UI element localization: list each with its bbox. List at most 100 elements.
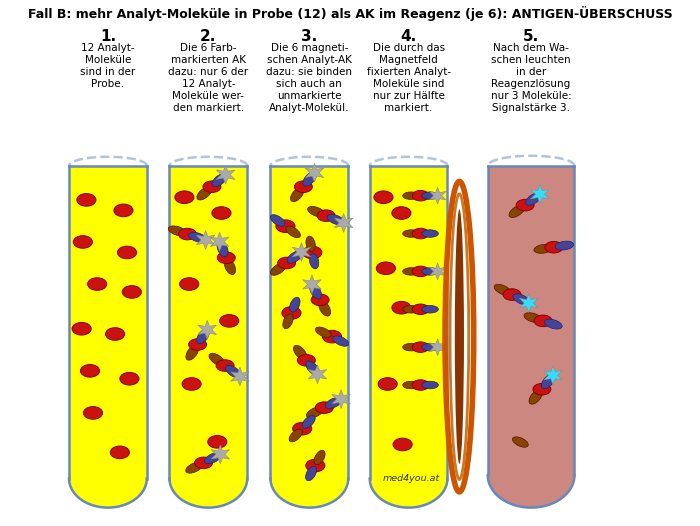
Ellipse shape bbox=[377, 262, 395, 275]
Polygon shape bbox=[531, 185, 550, 204]
Ellipse shape bbox=[83, 407, 102, 419]
Ellipse shape bbox=[188, 232, 206, 242]
Text: Die durch das
Magnetfeld
fixierten Analyt-
Moleküle sind
nur zur Hälfte
markiert: Die durch das Magnetfeld fixierten Analy… bbox=[367, 43, 451, 113]
Ellipse shape bbox=[402, 306, 419, 313]
Ellipse shape bbox=[513, 294, 530, 305]
Ellipse shape bbox=[186, 345, 199, 360]
Ellipse shape bbox=[307, 407, 323, 418]
Ellipse shape bbox=[309, 254, 318, 269]
Ellipse shape bbox=[203, 181, 221, 193]
Ellipse shape bbox=[494, 284, 511, 296]
FancyBboxPatch shape bbox=[270, 166, 348, 479]
Ellipse shape bbox=[69, 449, 147, 508]
Ellipse shape bbox=[225, 366, 241, 378]
Ellipse shape bbox=[422, 192, 438, 199]
Polygon shape bbox=[544, 366, 562, 385]
Ellipse shape bbox=[412, 266, 429, 277]
Text: Fall B: mehr Analyt-Moleküle in Probe (12) als AK im Reagenz (je 6): ANTIGEN-ÜBE: Fall B: mehr Analyt-Moleküle in Probe (1… bbox=[27, 6, 673, 22]
Polygon shape bbox=[302, 275, 321, 294]
Text: med4you.at: med4you.at bbox=[383, 474, 440, 483]
Ellipse shape bbox=[114, 204, 133, 217]
Polygon shape bbox=[332, 390, 351, 409]
Ellipse shape bbox=[118, 246, 136, 259]
Ellipse shape bbox=[122, 286, 141, 298]
Ellipse shape bbox=[286, 226, 300, 238]
Ellipse shape bbox=[503, 289, 521, 300]
Ellipse shape bbox=[555, 241, 574, 250]
Ellipse shape bbox=[392, 207, 411, 219]
Polygon shape bbox=[429, 339, 446, 356]
Ellipse shape bbox=[178, 228, 197, 240]
Ellipse shape bbox=[541, 375, 554, 389]
Ellipse shape bbox=[293, 346, 307, 360]
Ellipse shape bbox=[217, 252, 235, 264]
Ellipse shape bbox=[412, 228, 429, 239]
Ellipse shape bbox=[289, 429, 302, 442]
Ellipse shape bbox=[182, 378, 201, 390]
Polygon shape bbox=[308, 365, 327, 384]
Ellipse shape bbox=[422, 343, 438, 351]
Text: 4.: 4. bbox=[400, 29, 416, 44]
Ellipse shape bbox=[509, 205, 525, 217]
Ellipse shape bbox=[316, 327, 331, 337]
Ellipse shape bbox=[512, 437, 528, 447]
Text: 5.: 5. bbox=[523, 29, 539, 44]
Polygon shape bbox=[429, 187, 446, 204]
Ellipse shape bbox=[306, 467, 316, 481]
Ellipse shape bbox=[422, 381, 438, 389]
Ellipse shape bbox=[402, 192, 419, 199]
Ellipse shape bbox=[327, 215, 344, 225]
Ellipse shape bbox=[293, 422, 312, 435]
Ellipse shape bbox=[309, 284, 321, 299]
Ellipse shape bbox=[545, 241, 563, 253]
Ellipse shape bbox=[325, 397, 342, 409]
Ellipse shape bbox=[526, 193, 541, 205]
Polygon shape bbox=[230, 367, 249, 386]
Ellipse shape bbox=[204, 452, 221, 464]
Ellipse shape bbox=[402, 268, 419, 275]
Ellipse shape bbox=[303, 246, 322, 259]
Ellipse shape bbox=[303, 172, 316, 186]
FancyBboxPatch shape bbox=[370, 166, 447, 479]
Ellipse shape bbox=[332, 336, 349, 346]
Ellipse shape bbox=[314, 450, 325, 464]
Ellipse shape bbox=[412, 380, 429, 390]
Ellipse shape bbox=[197, 187, 212, 200]
Ellipse shape bbox=[88, 278, 106, 290]
Ellipse shape bbox=[402, 381, 419, 389]
Ellipse shape bbox=[278, 257, 295, 269]
Polygon shape bbox=[519, 294, 538, 312]
Ellipse shape bbox=[287, 251, 302, 263]
Ellipse shape bbox=[186, 462, 203, 473]
Ellipse shape bbox=[370, 449, 447, 508]
Ellipse shape bbox=[208, 436, 227, 448]
Polygon shape bbox=[210, 232, 229, 251]
Ellipse shape bbox=[516, 199, 534, 211]
Ellipse shape bbox=[422, 268, 438, 275]
Ellipse shape bbox=[323, 330, 342, 343]
Text: 12 Analyt-
Moleküle
sind in der
Probe.: 12 Analyt- Moleküle sind in der Probe. bbox=[80, 43, 136, 89]
Ellipse shape bbox=[212, 174, 227, 187]
Ellipse shape bbox=[311, 294, 329, 306]
Ellipse shape bbox=[120, 372, 139, 385]
Polygon shape bbox=[211, 445, 230, 464]
Ellipse shape bbox=[307, 206, 325, 217]
Ellipse shape bbox=[533, 383, 551, 395]
Polygon shape bbox=[305, 163, 324, 182]
Ellipse shape bbox=[392, 301, 411, 314]
Text: 1.: 1. bbox=[100, 29, 116, 44]
Polygon shape bbox=[216, 165, 235, 184]
Ellipse shape bbox=[209, 353, 225, 366]
Ellipse shape bbox=[315, 402, 333, 413]
Ellipse shape bbox=[378, 378, 397, 390]
Polygon shape bbox=[196, 230, 215, 249]
Ellipse shape bbox=[290, 187, 304, 201]
Ellipse shape bbox=[488, 443, 575, 508]
Polygon shape bbox=[429, 263, 446, 280]
Ellipse shape bbox=[168, 226, 186, 236]
Text: Die 6 Farb-
markierten AK
dazu: nur 6 der
12 Analyt-
Moleküle wer-
den markiert.: Die 6 Farb- markierten AK dazu: nur 6 de… bbox=[168, 43, 248, 113]
Polygon shape bbox=[198, 320, 216, 339]
Text: Die 6 magneti-
schen Analyt-AK
dazu: sie binden
sich auch an
unmarkierte
Analyt-: Die 6 magneti- schen Analyt-AK dazu: sie… bbox=[267, 43, 352, 113]
Ellipse shape bbox=[402, 230, 419, 237]
Text: Nach dem Wa-
schen leuchten
in der
Reagenzlösung
nur 3 Moleküle:
Signalstärke 3.: Nach dem Wa- schen leuchten in der Reage… bbox=[491, 43, 571, 113]
